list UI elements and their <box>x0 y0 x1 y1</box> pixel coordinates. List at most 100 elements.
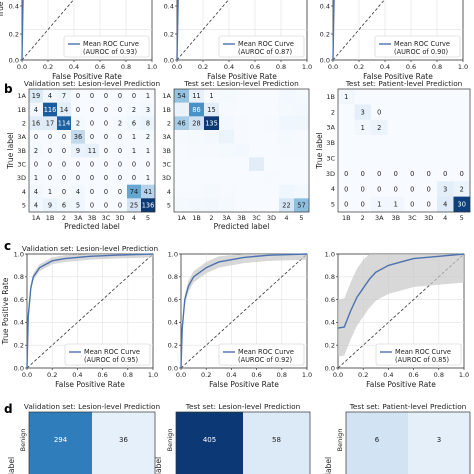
b2-cell-label-0-1: 11 <box>192 92 200 100</box>
b1-cell-label-5-8: 0 <box>146 161 150 169</box>
b1-cell-label-7-8: 41 <box>144 188 152 196</box>
d3-row-label-0: Benign <box>336 429 344 452</box>
b3-cell-label-5-0: 0 <box>344 170 348 178</box>
d2-cell-label-0-0: 405 <box>203 436 216 444</box>
b3-row-label-4: 3C <box>326 154 335 162</box>
b1-cell-2-7 <box>127 116 142 131</box>
c1-xtick-label-3: 0.6 <box>97 371 107 379</box>
b2-cell-6-5 <box>249 171 265 185</box>
c1-ytick-label-5: 1.0 <box>14 250 24 258</box>
b1-cell-0-2 <box>57 89 72 103</box>
b2-col-label-6: 3D <box>267 214 276 222</box>
b1-col-label-6: 3D <box>115 214 124 222</box>
c2-xtick-label-5: 1.0 <box>302 371 312 379</box>
d2-frame <box>175 411 311 474</box>
b1-cell-label-1-3: 0 <box>76 106 80 114</box>
b2-cell-5-5 <box>249 157 265 172</box>
b2-row-label-3: 3A <box>162 133 171 141</box>
b3-cell-label-7-1: 0 <box>361 201 365 209</box>
b3-cell-5-4 <box>404 165 421 182</box>
a2-xlabel: False Positive Rate <box>207 72 277 81</box>
b1-cell-label-2-4: 0 <box>90 120 94 128</box>
b3-row-label-3: 3B <box>326 139 335 147</box>
c3-legend-line1: Mean ROC Curve <box>395 348 451 356</box>
b3-cell-7-7 <box>453 196 471 213</box>
a3-xtick-label-4: 0.8 <box>432 63 442 71</box>
b3-cell-label-5-3: 0 <box>394 170 398 178</box>
b1-cell-6-3 <box>71 171 86 185</box>
b2-cell-3-4 <box>234 130 250 144</box>
b3-cell-label-5-7: 0 <box>460 170 464 178</box>
b3-cell-1-1 <box>354 104 372 120</box>
b1-cell-label-4-7: 1 <box>132 147 136 155</box>
b1-cell-8-2 <box>57 198 72 213</box>
b2-cell-4-2 <box>204 143 220 158</box>
b2-cell-2-1 <box>189 116 205 131</box>
c2-legend-line1: Mean ROC Curve <box>238 348 294 356</box>
b1-cell-4-4 <box>85 143 100 158</box>
b1-row-label-4: 3B <box>17 147 26 155</box>
d3-cell-label-0-0: 6 <box>375 436 380 444</box>
c3-xtick-label-0: 0.0 <box>333 371 343 379</box>
a1-xtick-label-3: 0.6 <box>95 63 105 71</box>
b1-cell-8-7 <box>127 198 142 213</box>
b1-cell-label-2-3: 2 <box>76 120 80 128</box>
b3-row-label-6: 4 <box>331 185 335 193</box>
b3-cell-6-7 <box>453 181 471 197</box>
b1-cell-label-0-8: 1 <box>146 92 150 100</box>
b3-cell-0-4 <box>404 89 421 105</box>
b3-cell-label-6-1: 0 <box>361 185 365 193</box>
b1-cell-label-0-6: 0 <box>118 92 122 100</box>
b2-row-label-4: 3B <box>162 147 171 155</box>
c1-roc-line <box>26 253 154 369</box>
b2-cell-6-0 <box>174 171 190 185</box>
b1-cell-label-6-6: 0 <box>118 174 122 182</box>
b2-cell-4-5 <box>249 143 265 158</box>
c2-ytick-label-4: 0.8 <box>168 273 178 281</box>
c2-ytick-label-1: 0.2 <box>168 342 178 350</box>
c1-ytick-label-4: 0.8 <box>14 273 24 281</box>
b3-cell-label-6-3: 0 <box>394 185 398 193</box>
b1-cell-0-6 <box>113 89 128 103</box>
b2-cell-8-2 <box>204 198 220 213</box>
b1-col-label-8: 5 <box>146 214 150 222</box>
b2-cell-2-7 <box>279 116 295 131</box>
a3-legend-line2: (AUROC of 0.90) <box>394 48 448 56</box>
b1-row-label-3: 3A <box>17 133 26 141</box>
b2-cell-4-4 <box>234 143 250 158</box>
b1-cell-label-0-7: 0 <box>132 92 136 100</box>
b2-cell-6-1 <box>189 171 205 185</box>
b1-cell-7-4 <box>85 184 100 199</box>
b1-row-label-7: 4 <box>22 188 26 196</box>
a3-xtick-label-5: 1.0 <box>458 63 468 71</box>
d3-ylabel: label <box>324 457 333 474</box>
b2-col-label-2: 2 <box>209 214 213 222</box>
b3-ylabel: True label <box>315 132 324 169</box>
b1-cell-0-4 <box>85 89 100 103</box>
a3-ytick-label-0: 0.4 <box>320 2 330 10</box>
b1-cell-label-4-8: 1 <box>146 147 150 155</box>
b1-row-label-0: 1A <box>17 92 26 100</box>
b3-cell-3-1 <box>354 135 372 151</box>
b1-cell-label-8-4: 0 <box>90 202 94 210</box>
b2-cell-7-5 <box>249 184 265 199</box>
b3-cell-label-7-3: 1 <box>394 201 398 209</box>
b1-cell-5-3 <box>71 157 86 172</box>
b3-cell-label-6-6: 3 <box>443 185 447 193</box>
d2-row-label-0: Benign <box>166 429 174 452</box>
b1-cell-label-5-2: 0 <box>62 161 66 169</box>
b1-col-label-1: 1B <box>46 214 55 222</box>
b1-cell-6-2 <box>57 171 72 185</box>
c2-xtick-label-3: 0.6 <box>251 371 261 379</box>
b2-cell-4-0 <box>174 143 190 158</box>
b1-cell-label-6-7: 0 <box>132 174 136 182</box>
b1-col-label-5: 3C <box>102 214 111 222</box>
b3-cell-7-2 <box>371 196 388 213</box>
b2-cell-8-0 <box>174 198 190 213</box>
b3-cell-3-0 <box>338 135 355 151</box>
c2-xtick-label-1: 0.2 <box>201 371 211 379</box>
a2-xtick-label-0: 0.0 <box>172 63 182 71</box>
b3-cell-3-3 <box>387 135 405 151</box>
d3-cell-0-0 <box>346 412 408 474</box>
